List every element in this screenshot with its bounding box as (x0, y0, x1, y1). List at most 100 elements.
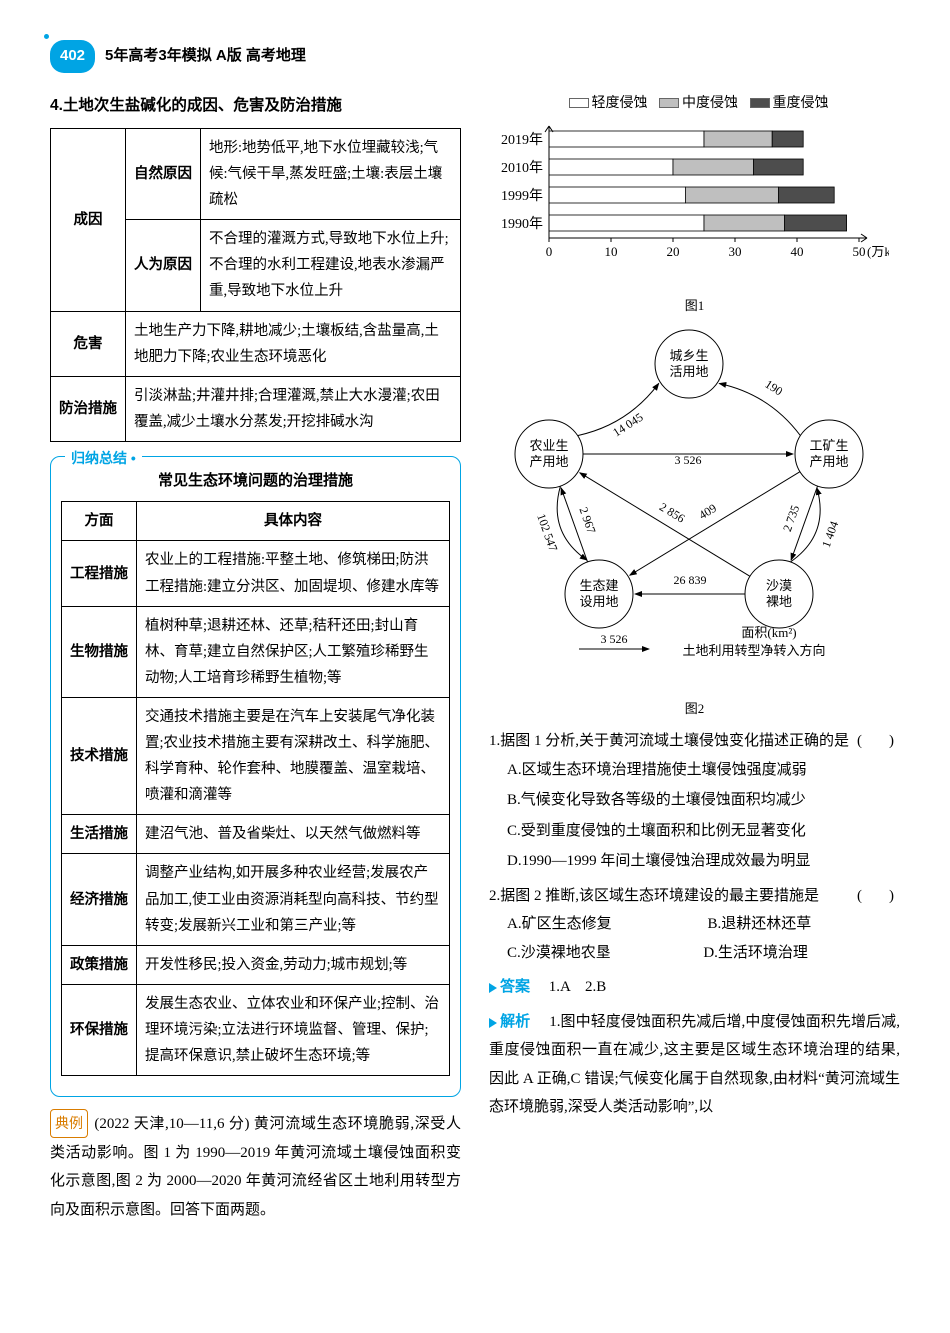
svg-text:1 404: 1 404 (819, 520, 841, 550)
svg-text:沙漠: 沙漠 (766, 578, 792, 593)
svg-text:活用地: 活用地 (669, 364, 708, 379)
table-cell: 建沼气池、普及省柴灶、以天然气做燃料等 (137, 815, 450, 854)
question-2: 2.据图 2 推断,该区域生态环境建设的最主要措施是 ( ) A.矿区生态修复 B… (489, 882, 900, 968)
svg-text:2010年: 2010年 (501, 160, 543, 176)
chart2-network: 14 0451903 5262 967102 5471 4042 8564092… (489, 324, 900, 721)
table-cell: 调整产业结构,如开展多种农业经营;发展农产品加工,使工业由资源消耗型向高科技、节… (137, 854, 450, 945)
svg-text:102 547: 102 547 (534, 512, 560, 553)
answer-blank: ( ) (857, 882, 900, 911)
summary-tab-label: 归纳总结 (65, 445, 142, 472)
svg-text:2019年: 2019年 (501, 132, 543, 148)
example-source: (2022 天津,10—11,6 分) (94, 1116, 249, 1132)
svg-text:土地利用转型净转入方向: 土地利用转型净转入方向 (682, 643, 825, 658)
svg-text:面积(km²): 面积(km²) (741, 625, 796, 640)
chart2-svg: 14 0451903 5262 967102 5471 4042 8564092… (489, 324, 889, 684)
table-cell: 不合理的灌溉方式,导致地下水位上升;不合理的水利工程建设,地表水渗漏严重,导致地… (201, 220, 461, 311)
svg-text:0: 0 (546, 244, 553, 259)
table-row-head: 自然原因 (126, 128, 201, 219)
svg-text:1999年: 1999年 (501, 188, 543, 204)
chart1-svg: 2019年 2010年 1999年 1990年0 10 20 30 40 50(万km²) (489, 121, 889, 281)
legend-swatch-light (569, 98, 589, 108)
svg-text:50: 50 (853, 244, 866, 259)
left-column: 4.土地次生盐碱化的成因、危害及防治措施 成因 自然原因 地形:地势低平,地下水… (50, 91, 461, 1225)
table-row-head: 防治措施 (51, 376, 126, 441)
table-row-head: 经济措施 (62, 854, 137, 945)
q2-option-b: B.退耕还林还草 (707, 910, 900, 939)
section-4-title: 4.土地次生盐碱化的成因、危害及防治措施 (50, 91, 461, 120)
svg-text:(万km²): (万km²) (867, 244, 889, 259)
svg-text:产用地: 产用地 (529, 454, 568, 469)
svg-text:2 967: 2 967 (576, 505, 598, 535)
q2-stem: 2.据图 2 推断,该区域生态环境建设的最主要措施是 (489, 888, 819, 904)
q2-option-c: C.沙漠裸地农垦 (507, 939, 700, 968)
q2-option-a: A.矿区生态修复 (507, 910, 700, 939)
summary-box: 归纳总结 常见生态环境问题的治理措施 方面 具体内容 工程措施农业上的工程措施:… (50, 456, 461, 1097)
explanation-block: 解析 1.图中轻度侵蚀面积先减后增,中度侵蚀面积先增后减,重度侵蚀面积一直在减少… (489, 1008, 900, 1122)
table-cell: 引淡淋盐;井灌井排;合理灌溉,禁止大水漫灌;农田覆盖,减少土壤水分蒸发;开挖排碱… (126, 376, 461, 441)
page-header: 402 5年高考3年模拟 A版 高考地理 (50, 40, 900, 73)
svg-text:产用地: 产用地 (809, 454, 848, 469)
table-cell: 地形:地势低平,地下水位埋藏较浅;气候:气候干旱,蒸发旺盛;土壤:表层土壤疏松 (201, 128, 461, 219)
legend-label: 重度侵蚀 (773, 96, 829, 111)
table-header: 方面 (62, 502, 137, 541)
svg-text:190: 190 (763, 377, 786, 399)
svg-text:裸地: 裸地 (766, 594, 792, 609)
question-1: 1.据图 1 分析,关于黄河流域土壤侵蚀变化描述正确的是( ) A.区域生态环境… (489, 727, 900, 876)
q2-option-d: D.生活环境治理 (703, 939, 896, 968)
table-row-head: 环保措施 (62, 984, 137, 1075)
svg-text:1990年: 1990年 (501, 216, 543, 232)
table-cell: 交通技术措施主要是在汽车上安装尾气净化装置;农业技术措施主要有深耕改土、科学施肥… (137, 697, 450, 814)
explanation-text: 1.图中轻度侵蚀面积先减后增,中度侵蚀面积先增后减,重度侵蚀面积一直在减少,这主… (489, 1014, 900, 1116)
svg-text:2 856: 2 856 (657, 500, 687, 526)
example-paragraph: 典例 (2022 天津,10—11,6 分) 黄河流域生态环境脆弱,深受人类活动… (50, 1109, 461, 1224)
svg-text:2 735: 2 735 (780, 504, 802, 534)
svg-text:20: 20 (667, 244, 680, 259)
table-row-head: 生活措施 (62, 815, 137, 854)
legend-swatch-mid (659, 98, 679, 108)
table-row-head: 技术措施 (62, 697, 137, 814)
example-tag: 典例 (50, 1109, 88, 1138)
svg-text:生态建: 生态建 (579, 578, 618, 593)
table-row-head: 政策措施 (62, 945, 137, 984)
answer-block: 答案 1.A 2.B (489, 973, 900, 1002)
table-cell: 开发性移民;投入资金,劳动力;城市规划;等 (137, 945, 450, 984)
explanation-label: 解析 (500, 1013, 530, 1030)
measures-table: 方面 具体内容 工程措施农业上的工程措施:平整土地、修筑梯田;防洪工程措施:建立… (61, 501, 450, 1076)
table-row-head: 成因 (51, 128, 126, 311)
svg-text:农业生: 农业生 (529, 438, 568, 453)
table-row-head: 人为原因 (126, 220, 201, 311)
svg-text:3 526: 3 526 (601, 632, 628, 646)
chart2-caption: 图2 (489, 697, 900, 722)
q1-option-b: B.气候变化导致各等级的土壤侵蚀面积均减少 (507, 786, 900, 815)
table-header: 具体内容 (137, 502, 450, 541)
table-cell: 发展生态农业、立体农业和环保产业;控制、治理环境污染;立法进行环境监督、管理、保… (137, 984, 450, 1075)
table-cell: 农业上的工程措施:平整土地、修筑梯田;防洪工程措施:建立分洪区、加固堤坝、修建水… (137, 541, 450, 606)
answer-label: 答案 (500, 978, 530, 995)
book-title: 5年高考3年模拟 A版 高考地理 (105, 42, 306, 71)
q1-stem: 1.据图 1 分析,关于黄河流域土壤侵蚀变化描述正确的是 (489, 733, 849, 749)
svg-text:40: 40 (791, 244, 804, 259)
q1-option-d: D.1990—1999 年间土壤侵蚀治理成效最为明显 (507, 847, 900, 876)
svg-text:30: 30 (729, 244, 742, 259)
table-row-head: 工程措施 (62, 541, 137, 606)
svg-text:26 839: 26 839 (674, 573, 707, 587)
page-number-badge: 402 (50, 40, 95, 73)
svg-text:10: 10 (605, 244, 618, 259)
answer-text: 1.A 2.B (549, 979, 607, 995)
salinization-table: 成因 自然原因 地形:地势低平,地下水位埋藏较浅;气候:气候干旱,蒸发旺盛;土壤… (50, 128, 461, 442)
svg-text:工矿生: 工矿生 (809, 438, 848, 453)
table-row-head: 危害 (51, 311, 126, 376)
q1-option-c: C.受到重度侵蚀的土壤面积和比例无显著变化 (507, 817, 900, 846)
chart1-bar-chart: 2019年2010年1999年1990年01020304050(万km²) 图1 (489, 121, 900, 318)
svg-text:城乡生: 城乡生 (669, 348, 708, 363)
table-row-head: 生物措施 (62, 606, 137, 697)
table-cell: 植树种草;退耕还林、还草;秸秆还田;封山育林、育草;建立自然保护区;人工繁殖珍稀… (137, 606, 450, 697)
svg-text:设用地: 设用地 (579, 594, 618, 609)
svg-text:3 526: 3 526 (675, 453, 702, 467)
legend-swatch-dark (750, 98, 770, 108)
right-column: 轻度侵蚀 中度侵蚀 重度侵蚀 2019年2010年1999年1990年01020… (489, 91, 900, 1225)
arrow-icon (489, 1018, 497, 1028)
legend-label: 轻度侵蚀 (592, 96, 648, 111)
legend-label: 中度侵蚀 (682, 96, 738, 111)
answer-blank: ( ) (857, 727, 900, 756)
